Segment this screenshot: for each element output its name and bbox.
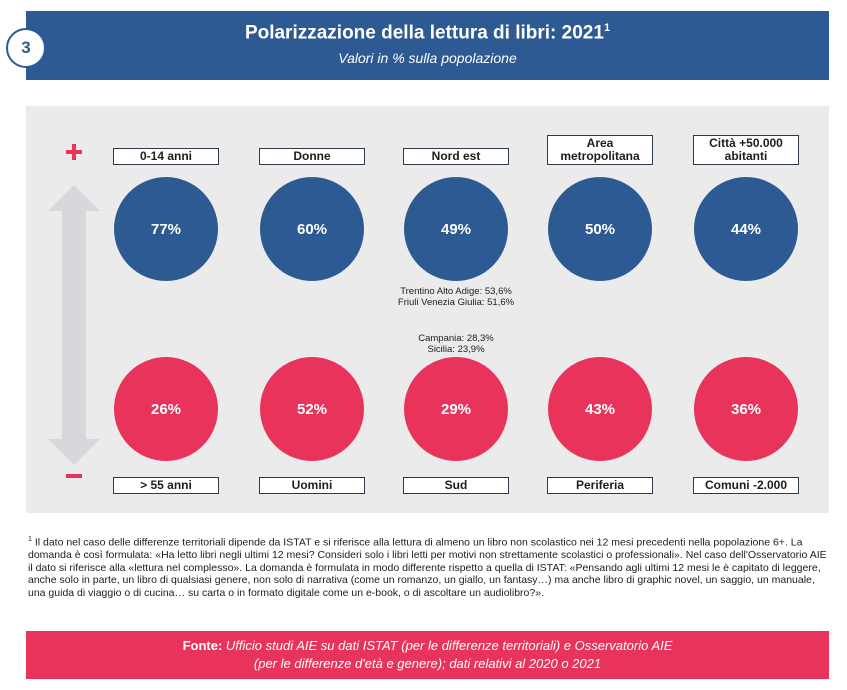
annotation-line: Sicilia: 23,9% xyxy=(427,344,485,355)
data-bubble-high: 77% xyxy=(114,177,218,281)
category-label-top: Città +50.000 abitanti xyxy=(693,135,799,165)
data-bubble-high: 49% xyxy=(404,177,508,281)
category-label-line: Donne xyxy=(293,149,331,163)
annotation-line: Campania: 28,3% xyxy=(418,333,494,344)
category-label-line: Nord est xyxy=(431,149,481,163)
category-label-bottom: Periferia xyxy=(547,477,653,494)
category-label-line: metropolitana xyxy=(560,149,640,163)
category-label-line: Area xyxy=(586,136,614,150)
data-bubble-high: 50% xyxy=(548,177,652,281)
source-label: Fonte: xyxy=(182,638,223,653)
category-label-bottom: Comuni -2.000 xyxy=(693,477,799,494)
category-label-top: Donne xyxy=(259,148,365,165)
figure-number-badge: 3 xyxy=(6,28,46,68)
annotation-line: Trentino Alto Adige: 53,6% xyxy=(400,286,512,297)
footnote: 1 Il dato nel caso delle differenze terr… xyxy=(28,536,827,599)
data-bubble-high: 44% xyxy=(694,177,798,281)
category-label-top: Nord est xyxy=(403,148,509,165)
category-label-top: Area metropolitana xyxy=(547,135,653,165)
data-bubble-low: 36% xyxy=(694,357,798,461)
annotation-north-east: Trentino Alto Adige: 53,6% Friuli Venezia… xyxy=(366,286,546,308)
category-label-bottom: Sud xyxy=(403,477,509,494)
data-bubble-low: 43% xyxy=(548,357,652,461)
source-banner: Fonte: Ufficio studi AIE su dati ISTAT (… xyxy=(26,631,829,679)
double-arrow-icon xyxy=(48,185,100,465)
data-bubble-low: 26% xyxy=(114,357,218,461)
chart-title: Polarizzazione della lettura di libri: 2… xyxy=(244,22,611,44)
category-label-line: 0-14 anni xyxy=(139,149,193,163)
chart-subtitle: Valori in % sulla popolazione xyxy=(338,50,517,66)
source-line-2: (per le differenze d'età e genere); dati… xyxy=(253,656,602,671)
category-label-line: abitanti xyxy=(724,149,768,163)
chart-header: Polarizzazione della lettura di libri: 2… xyxy=(26,11,829,80)
minus-icon xyxy=(66,474,82,478)
data-bubble-low: 29% xyxy=(404,357,508,461)
category-label-bottom: Uomini xyxy=(259,477,365,494)
source-line-1: Ufficio studi AIE su dati ISTAT (per le … xyxy=(225,638,673,653)
data-bubble-low: 52% xyxy=(260,357,364,461)
category-label-top: 0-14 anni xyxy=(113,148,219,165)
annotation-line: Friuli Venezia Giulia: 51,6% xyxy=(397,297,515,308)
category-label-bottom: > 55 anni xyxy=(113,477,219,494)
data-bubble-high: 60% xyxy=(260,177,364,281)
annotation-south: Campania: 28,3% Sicilia: 23,9% xyxy=(366,333,546,355)
category-label-line: Città +50.000 xyxy=(709,136,783,150)
